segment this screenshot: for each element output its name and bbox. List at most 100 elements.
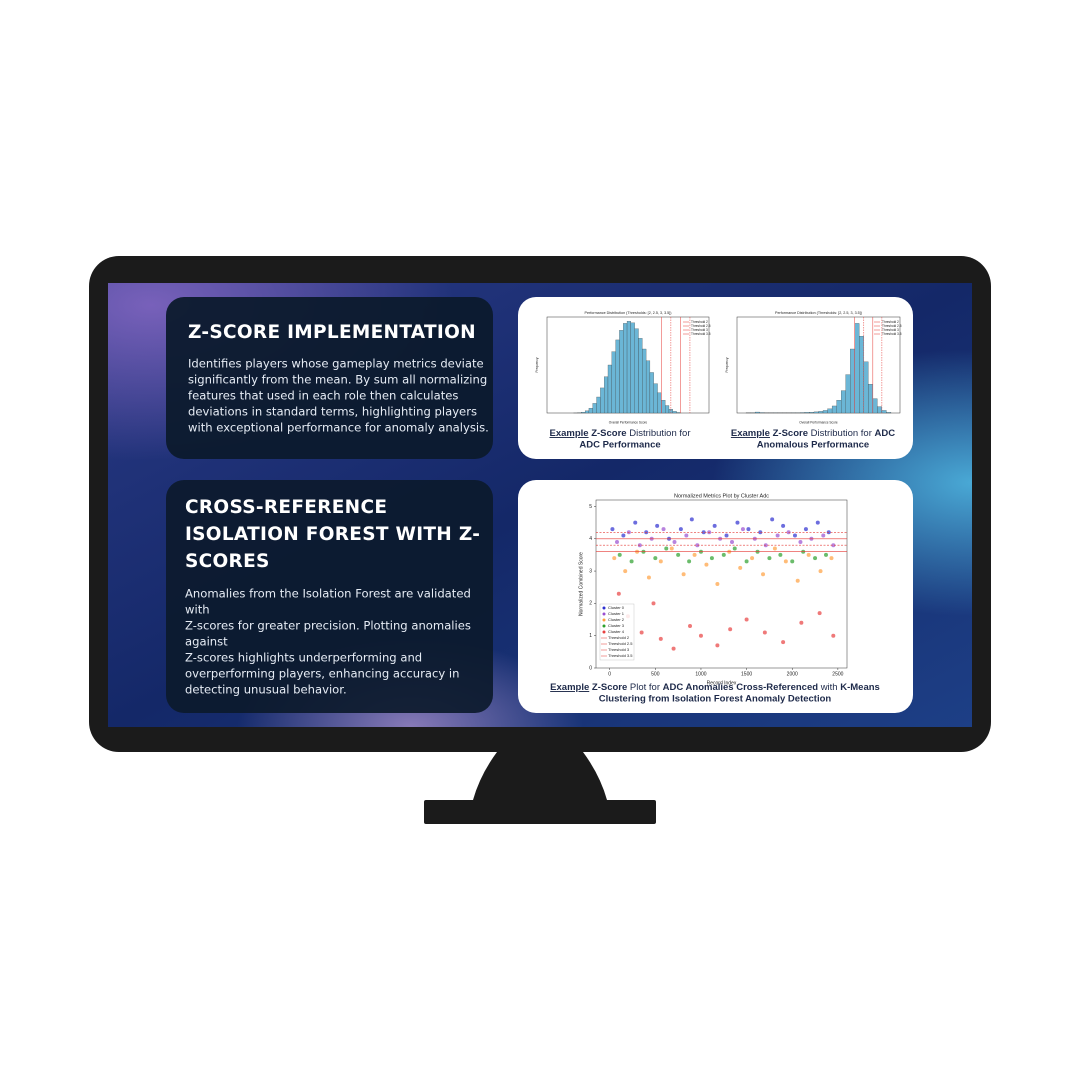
scatter-point (712, 523, 717, 528)
y-tick-label: 3 (589, 568, 592, 574)
histogram-bar (630, 322, 635, 414)
legend-label: Cluster 3 (608, 623, 625, 628)
histogram-bar (615, 339, 620, 414)
legend-swatch (602, 606, 606, 610)
scatter-point (653, 556, 658, 561)
scatter-point (803, 527, 808, 532)
cards: Z-SCORE IMPLEMENTATION Identifies players… (185, 322, 489, 697)
caption-part: ADC (875, 428, 896, 439)
histogram-bar (623, 323, 628, 414)
x-tick-label: 500 (651, 671, 660, 677)
scatter-point (818, 569, 823, 574)
scatter-point (655, 523, 660, 528)
caption-part: Z-Score (591, 428, 626, 439)
figure-title: Normalized Metrics Plot by Cluster Adc (674, 493, 769, 499)
scatter-point (610, 527, 615, 532)
histogram-bar (600, 387, 605, 414)
scatter-point (614, 540, 619, 544)
scatter-point (721, 552, 726, 557)
legend-label: Threshold 2.5 (608, 641, 633, 646)
text-card (166, 480, 493, 713)
scatter-point (735, 520, 740, 525)
scatter-point (715, 643, 720, 648)
scatter-point (761, 572, 766, 577)
scatter-point (676, 552, 681, 557)
histogram-bar (604, 376, 609, 414)
scatter-point (813, 556, 818, 561)
histogram-bar (868, 384, 873, 414)
card-body-line: Z-scores highlights underperforming and (185, 651, 422, 665)
legend-label: Cluster 4 (608, 629, 625, 634)
scatter-point (616, 591, 621, 596)
x-tick-label: 1000 (695, 671, 706, 677)
histogram-bar (827, 408, 833, 414)
histogram-bar (638, 338, 643, 414)
caption-part: Z-Score (592, 682, 627, 693)
scatter-point (728, 627, 733, 632)
legend-label: Cluster 2 (608, 617, 625, 622)
caption-part: Example (550, 428, 589, 439)
histogram-bar (588, 408, 593, 414)
scatter-point (724, 533, 729, 538)
figure-card (518, 297, 913, 459)
legend-swatch (602, 624, 606, 628)
caption-part: K-Means (840, 682, 880, 693)
scatter-point (669, 546, 674, 551)
figure-title: Performance Distribution (Thresholds: [2… (775, 311, 862, 315)
scatter-point (672, 540, 677, 544)
card-body-line: deviations in standard terms, highlighti… (188, 405, 477, 419)
scatter-point (829, 556, 834, 561)
histogram-bar (863, 361, 869, 414)
histogram-bar (653, 383, 658, 414)
plot-frame (595, 499, 848, 669)
scatter-point (746, 527, 751, 532)
card-body-line: Identifies players whose gameplay metric… (188, 357, 484, 371)
scatter-point (740, 527, 745, 532)
legend-label: Cluster 0 (608, 605, 625, 610)
scatter-point (617, 552, 622, 557)
x-tick-label: 2500 (832, 671, 843, 677)
histogram-bar (804, 412, 810, 414)
scatter-point (795, 578, 800, 583)
histogram-bar (818, 411, 824, 414)
y-axis-label: Normalized Combined Score (578, 552, 584, 616)
caption-part: Z-Score (773, 428, 808, 439)
histogram-bar (813, 411, 819, 414)
card-body-line: with (185, 603, 210, 617)
scatter-point (695, 543, 700, 548)
scatter-point (750, 556, 755, 561)
histogram-bar (584, 410, 590, 414)
card-body-line: with exceptional performance for anomaly… (188, 421, 489, 435)
card-title: ISOLATION FOREST WITH Z- (185, 524, 480, 545)
histogram-bar (872, 398, 878, 414)
caption-part: Plot for (630, 682, 660, 693)
caption: Example Z-Score Plot for ADC Anomalies C… (550, 682, 880, 693)
scatter-point (661, 527, 666, 532)
y-tick-label: 1 (589, 633, 592, 639)
card-body-line: significantly from the mean. By sum all … (188, 373, 487, 387)
scatter-point (715, 582, 720, 586)
scatter-point (633, 520, 638, 525)
legend-label: Threshold 3 (882, 328, 899, 332)
scatter-point (821, 533, 826, 538)
scatter-point (824, 552, 829, 557)
caption: ADC Performance (579, 440, 660, 451)
legend-label: Cluster 1 (608, 611, 625, 616)
histogram-bar (592, 403, 597, 414)
scatter-point (621, 533, 626, 538)
legend-label: Threshold 2 (882, 320, 899, 324)
caption-part: Distribution for (811, 428, 872, 439)
histogram-bar (672, 411, 677, 414)
x-axis-label: Overall Performance Score (609, 420, 648, 424)
scatter-point (831, 543, 836, 548)
scatter-point (815, 520, 820, 525)
scatter-point (658, 559, 663, 564)
scatter-point (612, 556, 617, 561)
scatter-point (758, 530, 763, 535)
histogram-bar (881, 410, 887, 414)
scatter-point (817, 611, 822, 616)
figures: Performance Distribution (Thresholds: [2… (535, 311, 901, 686)
legend-label: Threshold 3 (691, 328, 708, 332)
histogram-bar (831, 405, 837, 414)
